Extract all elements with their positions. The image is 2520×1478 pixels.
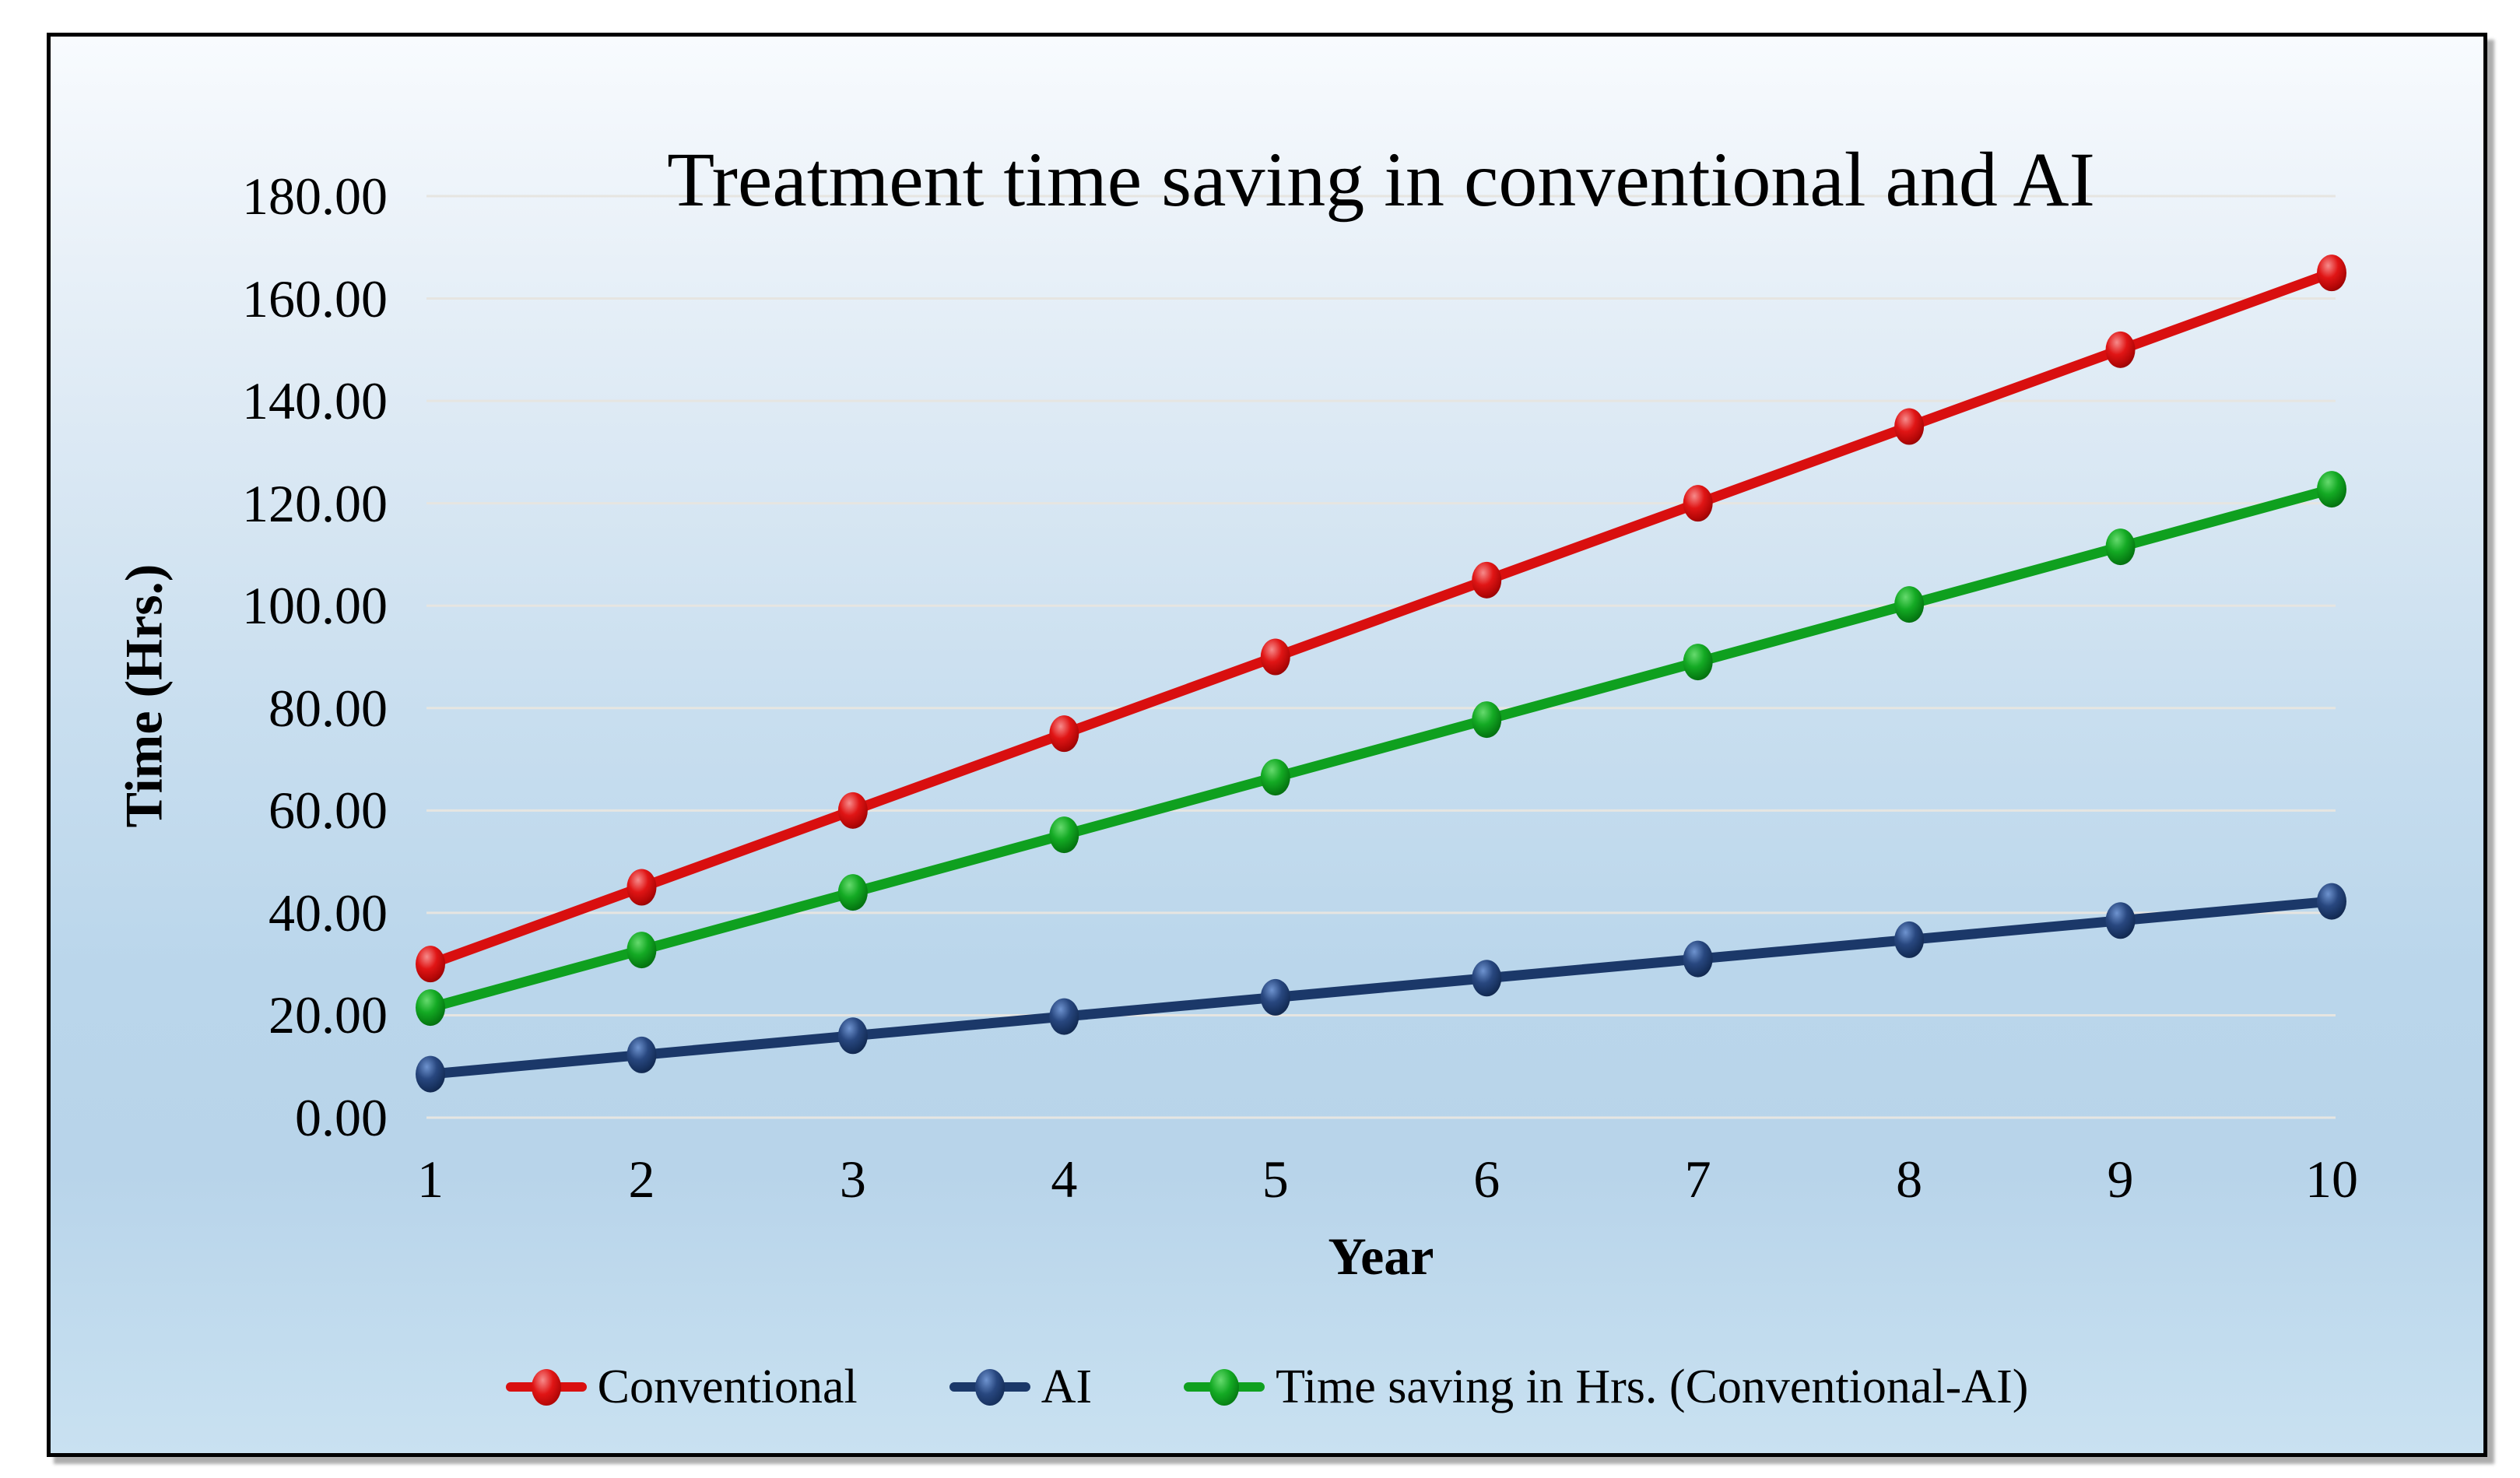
data-point-marker xyxy=(1472,561,1502,599)
data-point-marker xyxy=(1260,638,1290,676)
series-line-0 xyxy=(425,268,2337,970)
data-point-marker xyxy=(837,1017,868,1055)
data-point-marker xyxy=(2105,331,2136,368)
data-point-marker xyxy=(416,989,445,1027)
chart-title: Treatment time saving in conventional an… xyxy=(667,136,2095,223)
data-point-marker xyxy=(1894,408,1925,445)
data-point-marker xyxy=(1049,816,1079,854)
data-point-marker xyxy=(416,946,445,983)
x-tick-label: 9 xyxy=(2107,1150,2134,1209)
y-tick-label: 140.00 xyxy=(242,371,388,431)
data-point-marker xyxy=(2105,902,2136,939)
legend-item-1: AI xyxy=(949,1360,1092,1413)
x-tick-label: 1 xyxy=(417,1150,444,1209)
x-tick-label: 10 xyxy=(2305,1150,2358,1209)
y-tick-label: 20.00 xyxy=(268,985,388,1045)
data-point-marker xyxy=(1683,940,1713,978)
data-point-marker xyxy=(1049,715,1079,753)
x-tick-label: 7 xyxy=(1684,1150,1711,1209)
x-tick-label: 8 xyxy=(1896,1150,1923,1209)
data-point-marker xyxy=(626,932,657,969)
legend: Conventional AI Time saving in Hrs. (Conve… xyxy=(51,1356,2483,1418)
y-tick-label: 120.00 xyxy=(242,473,388,533)
y-tick-label: 40.00 xyxy=(268,883,388,943)
x-tick-label: 5 xyxy=(1262,1150,1289,1209)
x-tick-label: 4 xyxy=(1051,1150,1078,1209)
data-point-marker xyxy=(1472,960,1502,997)
legend-marker-icon xyxy=(505,1362,587,1412)
legend-marker-icon xyxy=(949,1362,1030,1412)
series-line-2 xyxy=(425,484,2337,1013)
data-point-marker xyxy=(416,1055,445,1093)
data-point-marker xyxy=(626,869,657,906)
data-point-marker xyxy=(2317,471,2346,508)
data-point-marker xyxy=(2317,883,2346,920)
x-tick-label: 6 xyxy=(1473,1150,1500,1209)
data-point-marker xyxy=(1683,485,1713,522)
y-tick-label: 60.00 xyxy=(268,781,388,841)
x-tick-label: 3 xyxy=(839,1150,866,1209)
legend-marker-icon xyxy=(1184,1362,1265,1412)
legend-label: AI xyxy=(1041,1360,1093,1413)
data-point-marker xyxy=(837,792,868,829)
legend-label: Conventional xyxy=(597,1360,858,1413)
plot-area xyxy=(416,195,2346,1119)
y-tick-label: 80.00 xyxy=(268,678,388,738)
legend-item-2: Time saving in Hrs. (Conventional-AI) xyxy=(1184,1360,2028,1413)
y-tick-label: 160.00 xyxy=(242,269,388,328)
data-point-marker xyxy=(837,874,868,911)
data-point-marker xyxy=(1894,921,1925,958)
data-point-marker xyxy=(2105,528,2136,566)
x-axis-title: Year xyxy=(1328,1227,1434,1286)
y-tick-label: 180.00 xyxy=(242,167,388,226)
data-point-marker xyxy=(1683,644,1713,681)
data-point-marker xyxy=(2317,255,2346,292)
data-point-marker xyxy=(1260,759,1290,796)
data-point-marker xyxy=(1260,978,1290,1016)
y-tick-label: 0.00 xyxy=(295,1088,388,1147)
legend-ball-icon xyxy=(1209,1369,1240,1406)
y-axis-title: Time (Hrs.) xyxy=(114,563,174,828)
y-tick-label: 100.00 xyxy=(242,576,388,636)
series-line-1 xyxy=(425,896,2337,1080)
data-point-marker xyxy=(1472,701,1502,739)
legend-item-0: Conventional xyxy=(505,1360,858,1413)
x-tick-label: 2 xyxy=(628,1150,655,1209)
data-point-marker xyxy=(626,1036,657,1073)
legend-label: Time saving in Hrs. (Conventional-AI) xyxy=(1276,1360,2029,1413)
legend-ball-icon xyxy=(531,1369,561,1406)
data-point-marker xyxy=(1049,998,1079,1035)
legend-ball-icon xyxy=(974,1369,1005,1406)
chart-figure: Treatment time saving in conventional an… xyxy=(47,33,2487,1457)
data-point-marker xyxy=(1894,586,1925,623)
